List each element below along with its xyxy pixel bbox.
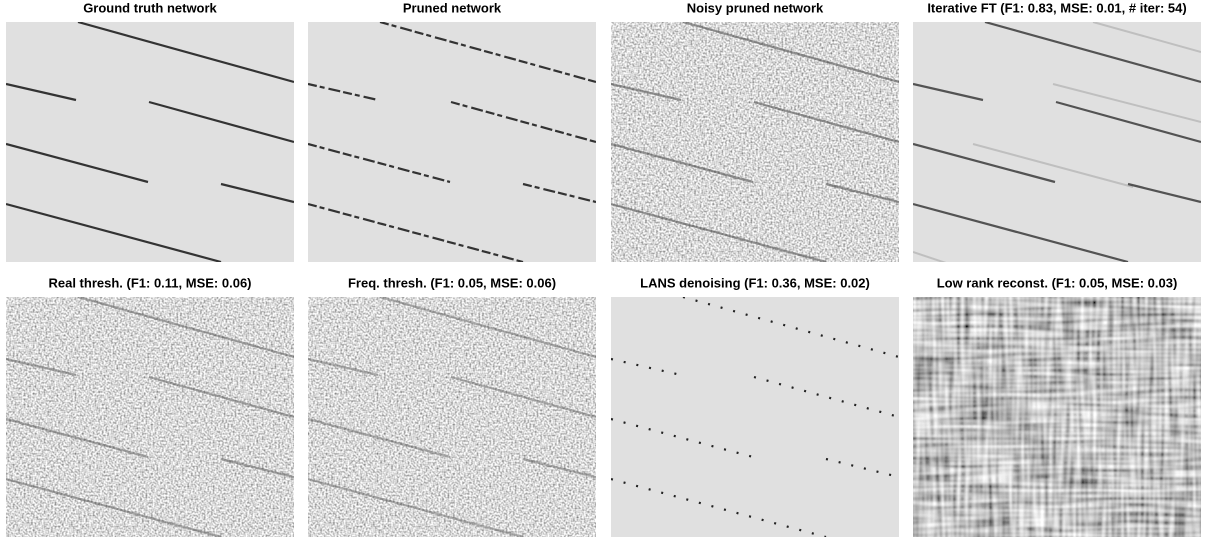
network-line — [6, 357, 77, 377]
network-line — [1055, 100, 1201, 144]
background — [611, 297, 899, 537]
network-line — [913, 202, 1129, 262]
network-line — [77, 22, 294, 84]
panel-title: Pruned network — [403, 0, 502, 15]
faint-line — [913, 251, 947, 262]
panel-image — [611, 297, 899, 537]
panel-image — [6, 22, 294, 262]
panel-image — [913, 297, 1201, 537]
network-line — [450, 375, 596, 419]
network-line — [1127, 182, 1201, 204]
network-line — [450, 100, 596, 144]
panel-title: Freq. thresh. (F1: 0.05, MSE: 0.06) — [348, 275, 556, 290]
network-line — [148, 100, 294, 144]
network-line — [308, 477, 524, 537]
network-line — [6, 82, 77, 102]
panel-image — [611, 22, 899, 262]
network-line — [308, 357, 379, 377]
network-line — [913, 82, 984, 102]
network-line — [611, 82, 682, 102]
network-line — [308, 82, 379, 102]
network-line — [77, 297, 294, 359]
network-line — [682, 22, 899, 84]
background — [913, 22, 1201, 262]
network-line — [379, 297, 596, 359]
faint-line — [1052, 83, 1201, 123]
background — [6, 22, 294, 262]
network-line — [522, 182, 596, 204]
network-line — [753, 100, 899, 144]
network-line — [148, 375, 294, 419]
panel-title: Ground truth network — [83, 0, 217, 15]
network-line — [220, 457, 294, 479]
panel-image — [6, 297, 294, 537]
panel-title: Low rank reconst. (F1: 0.05, MSE: 0.03) — [937, 275, 1178, 290]
network-line — [308, 417, 451, 459]
network-line — [308, 202, 524, 262]
noise-background — [308, 297, 596, 537]
network-line — [6, 417, 149, 459]
network-line — [825, 182, 899, 204]
network-line — [308, 142, 451, 184]
noise-background — [6, 297, 294, 537]
network-line — [984, 22, 1201, 84]
network-line — [611, 202, 827, 262]
network-line — [6, 477, 222, 537]
panel-image — [913, 22, 1201, 262]
network-line — [379, 22, 596, 84]
panel-title: LANS denoising (F1: 0.36, MSE: 0.02) — [640, 275, 870, 290]
panel-image — [308, 22, 596, 262]
network-line — [611, 142, 754, 184]
faint-line — [1092, 22, 1201, 53]
panel-title: Real thresh. (F1: 0.11, MSE: 0.06) — [48, 275, 251, 290]
network-line — [522, 457, 596, 479]
network-line — [913, 142, 1056, 184]
panel-title: Iterative FT (F1: 0.83, MSE: 0.01, # ite… — [927, 0, 1186, 15]
noise-background — [611, 22, 899, 262]
network-line — [6, 142, 149, 184]
faint-line — [972, 143, 1134, 188]
panel-image — [308, 297, 596, 537]
lowrank-background — [913, 297, 1201, 537]
background — [308, 22, 596, 262]
network-line — [220, 182, 294, 204]
panel-title: Noisy pruned network — [687, 0, 824, 15]
network-line — [6, 202, 222, 262]
